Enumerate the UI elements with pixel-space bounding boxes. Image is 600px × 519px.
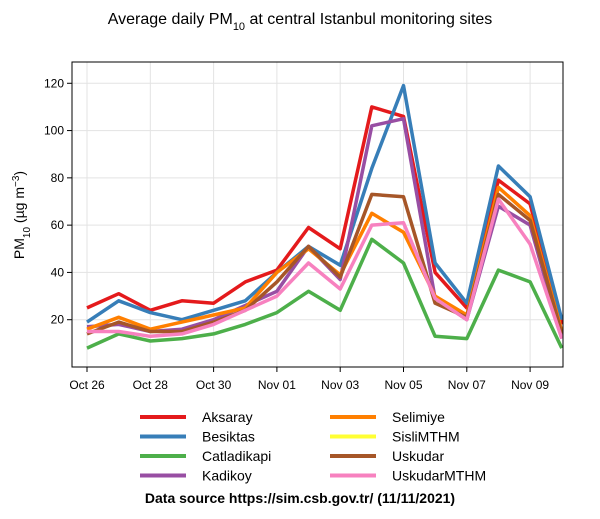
title-text-after: at central Istanbul monitoring sites	[245, 11, 492, 28]
legend-label: Catladikapi	[202, 448, 271, 464]
y-axis-label: PM10 (µg m−3)	[11, 171, 33, 259]
y-label-text-after: (µg m	[11, 187, 27, 227]
legend-label: UskudarMTHM	[392, 468, 486, 484]
legend-label: Kadikoy	[202, 468, 252, 484]
title-subscript: 10	[233, 21, 245, 33]
x-tick-label: Nov 01	[258, 378, 296, 392]
y-tick-label: 120	[44, 76, 64, 90]
x-tick-label: Oct 28	[133, 378, 169, 392]
y-tick-label: 40	[51, 265, 65, 279]
series-line	[86, 237, 564, 350]
x-tick-label: Nov 03	[321, 378, 359, 392]
y-tick-label: 60	[51, 218, 65, 232]
legend-label: Uskudar	[392, 448, 444, 464]
x-tick-label: Oct 30	[196, 378, 232, 392]
y-label-superscript: −3	[11, 175, 22, 187]
x-tick-label: Nov 07	[448, 378, 486, 392]
y-label-text: PM	[11, 238, 27, 259]
series-line	[86, 83, 564, 324]
title-text: Average daily PM	[108, 11, 233, 28]
x-tick-label: Nov 05	[384, 378, 422, 392]
plot-border	[71, 61, 564, 368]
x-tick-label: Nov 09	[511, 378, 549, 392]
series-line	[87, 197, 564, 340]
legend-label: SisliMTHM	[392, 429, 460, 445]
y-tick-label: 80	[51, 171, 65, 185]
chart-title: Average daily PM10 at central Istanbul m…	[108, 11, 493, 33]
y-label-text-end: )	[11, 171, 27, 176]
y-tick-label: 20	[51, 313, 65, 327]
legend-label: Besiktas	[202, 429, 255, 445]
legend-label: Selimiye	[392, 409, 445, 425]
y-tick-label: 100	[44, 124, 64, 138]
caption: Data source https://sim.csb.gov.tr/ (11/…	[145, 490, 455, 506]
x-tick-label: Oct 26	[69, 378, 105, 392]
legend-label: Aksaray	[202, 409, 253, 425]
y-label-subscript: 10	[22, 227, 33, 239]
